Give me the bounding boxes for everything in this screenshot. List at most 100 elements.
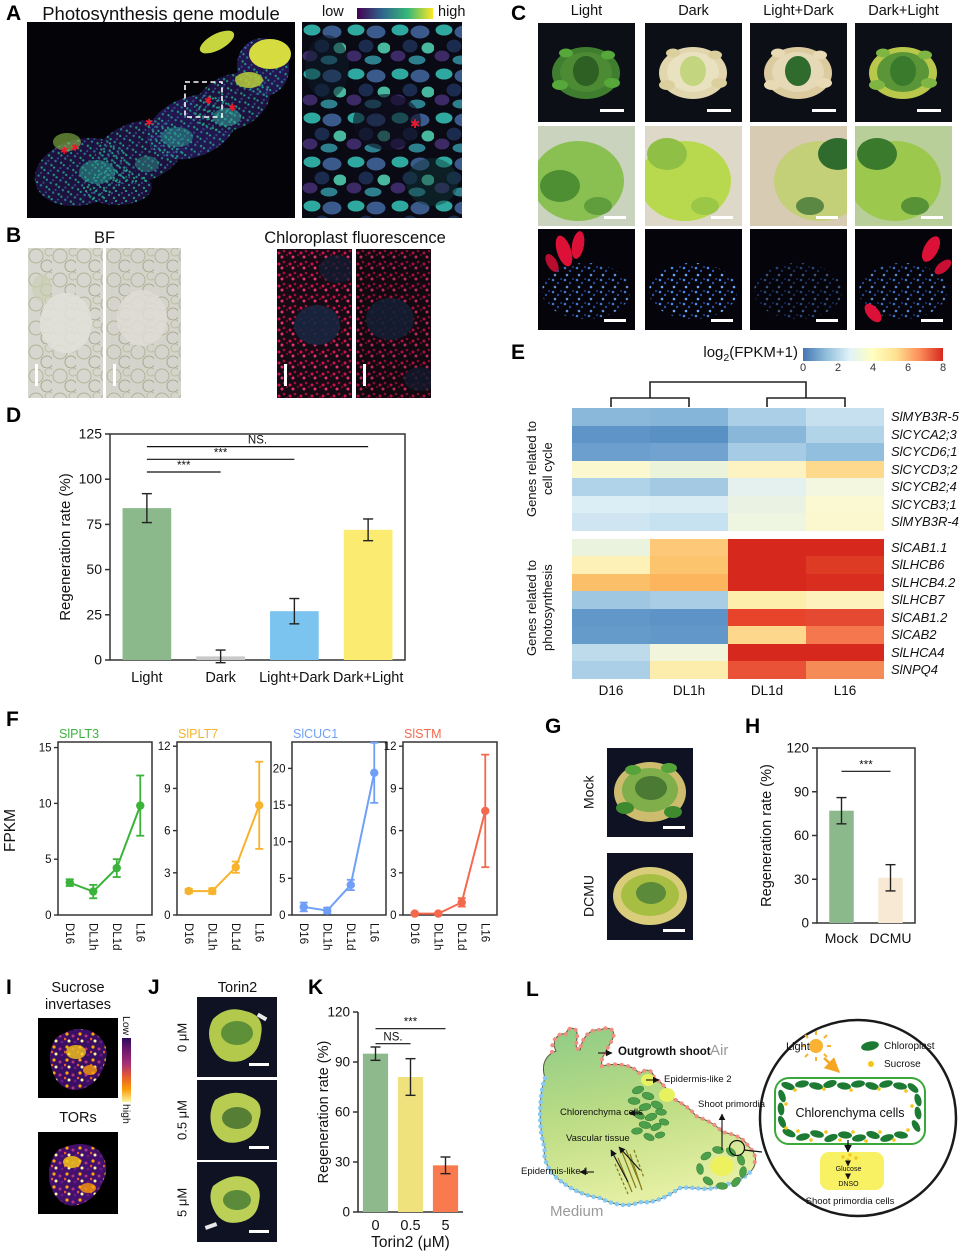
panel-i-colorbar-high: high: [120, 1104, 132, 1124]
svg-text:15: 15: [273, 800, 286, 812]
gene-label: SlCYCD3;2: [891, 461, 958, 477]
svg-text:Light: Light: [131, 670, 162, 686]
heatmap-cell: [806, 443, 884, 461]
svg-text:D16: D16: [297, 923, 309, 944]
chlorenchyma-cell-blobs: [627, 1085, 747, 1190]
svg-text:0: 0: [801, 916, 809, 931]
heatmap-cell: [806, 608, 884, 626]
panel-c-col-darklight: Dark+Light: [868, 3, 939, 19]
label-shoot-primordia: Shoot primordia: [698, 1099, 766, 1110]
panel-i-title-tors: TORs: [59, 1110, 97, 1126]
heatmap-cell: [728, 408, 806, 426]
heatmap-cell: [572, 408, 650, 426]
panel-j-title: Torin2: [217, 980, 258, 996]
magma-colorbar: [122, 1038, 131, 1102]
gene-label: SlCAB2: [891, 627, 937, 642]
label-air: Air: [710, 1042, 729, 1059]
panel-l-label: L: [526, 978, 539, 1001]
gene-label: SlMYB3R-4: [891, 514, 959, 529]
svg-text:0: 0: [45, 910, 51, 922]
label-epidermis-like-1: Epidermis-like 1: [521, 1166, 589, 1177]
svg-text:DL1h: DL1h: [431, 923, 443, 951]
scale-bar: [113, 364, 116, 386]
svg-text:L16: L16: [252, 923, 264, 942]
gene-label: SlCYCA2;3: [891, 426, 957, 442]
heatmap-cell: [572, 443, 650, 461]
svg-text:0: 0: [279, 910, 285, 922]
panel-i-tors-image: [38, 1132, 118, 1214]
heatmap-cell: [572, 538, 650, 556]
heatmap-cell: [728, 573, 806, 591]
panel-c-label: C: [511, 2, 527, 25]
heatmap-cell: [650, 643, 728, 661]
heatmap-cell: [572, 460, 650, 478]
panel-c-col-light: Light: [570, 3, 603, 19]
svg-text:9: 9: [164, 783, 170, 795]
panel-b-fluorescence-image-2: [356, 249, 431, 398]
panel-c-row2-light-image: [538, 126, 635, 226]
svg-text:***: ***: [404, 1017, 418, 1029]
heatmap-cell: [572, 513, 650, 531]
heatmap-cell: [728, 643, 806, 661]
panel-a-tissue-overview-image: ✱ ✱ ✱ ✱ ✱: [27, 22, 295, 218]
regeneration-rate-bar-chart-light-conditions: 0 25 50 75 100 125 Light Dark Light+Dark Dark+Lig…: [57, 426, 406, 686]
svg-text:5: 5: [441, 1218, 449, 1234]
svg-text:Dark: Dark: [205, 670, 236, 686]
heatmap-cell: [806, 661, 884, 679]
scale-bar: [284, 364, 287, 386]
sun-icon: [801, 1031, 831, 1061]
svg-text:60: 60: [794, 828, 809, 843]
fpkm-axis-label: FPKM: [2, 808, 19, 852]
gene-label: SlCYCB3;1: [891, 496, 957, 512]
svg-text:DCMU: DCMU: [870, 930, 912, 946]
svg-text:NS.: NS.: [383, 1032, 402, 1044]
label-sucrose-legend: Sucrose: [884, 1059, 921, 1070]
sucrose-dots-in-cell: [784, 1087, 914, 1143]
panel-c-col-dark: Dark: [678, 3, 709, 19]
colorbar-tick: 2: [834, 362, 842, 374]
scale-bar: [663, 929, 685, 932]
gene-label: SlLHCB6: [891, 557, 945, 572]
heatmap-cell: [650, 626, 728, 644]
gene-label: SlNPQ4: [891, 662, 938, 677]
heatmap-cell: [650, 408, 728, 426]
svg-text:5: 5: [45, 854, 51, 866]
svg-text:90: 90: [794, 784, 809, 799]
regeneration-rate-bar-chart-dcmu: 0 30 60 90 120 Mock DCMU *** Regeneration rate (…: [759, 741, 916, 946]
red-asterisk-markers: ✱ ✱✱ ✱✱: [60, 96, 236, 157]
label-vascular-tissue: Vascular tissue: [566, 1133, 630, 1144]
svg-text:DL1d: DL1d: [110, 923, 122, 951]
heatmap-cell: [806, 643, 884, 661]
svg-text:✱: ✱: [228, 103, 236, 114]
colorbar-tick: 6: [904, 362, 912, 374]
svg-text:Torin2 (μM): Torin2 (μM): [371, 1234, 450, 1251]
dose-label-5um: 5 μM: [174, 1187, 190, 1217]
panel-c-row3-dark-image: [645, 229, 742, 330]
viridis-colorbar: [357, 8, 433, 19]
label-shoot-primordia-cells: Shoot primordia cells: [805, 1196, 895, 1207]
heatmap-cell: [650, 556, 728, 574]
svg-text:L16: L16: [478, 923, 490, 942]
panel-i-sucrose-invertases-image: [38, 1018, 118, 1098]
annotation-arrows: [579, 1049, 726, 1183]
heatmap-cell: [650, 425, 728, 443]
svg-text:SlSTM: SlSTM: [404, 727, 442, 741]
heatmap-column-label: DL1h: [672, 683, 706, 698]
heatmap-cell: [728, 478, 806, 496]
panel-c-row1-light-image: [538, 23, 635, 122]
svg-text:0: 0: [342, 1205, 350, 1220]
svg-text:***: ***: [177, 460, 191, 472]
panel-i-label: I: [6, 976, 12, 999]
scale-bar: [249, 1230, 269, 1233]
svg-text:6: 6: [164, 826, 170, 838]
panel-a-label: A: [6, 2, 22, 25]
heatmap-cell: [728, 591, 806, 609]
panel-b-fluo-title: Chloroplast fluorescence: [264, 229, 446, 247]
svg-text:50: 50: [86, 561, 102, 577]
heatmap-cell: [572, 556, 650, 574]
heatmap-cell: [650, 591, 728, 609]
vascular-tissue-strands: [614, 1149, 645, 1195]
gene-label: SlCAB1.1: [891, 539, 948, 555]
heatmap-cell: [572, 495, 650, 513]
svg-text:✱: ✱: [145, 118, 153, 129]
